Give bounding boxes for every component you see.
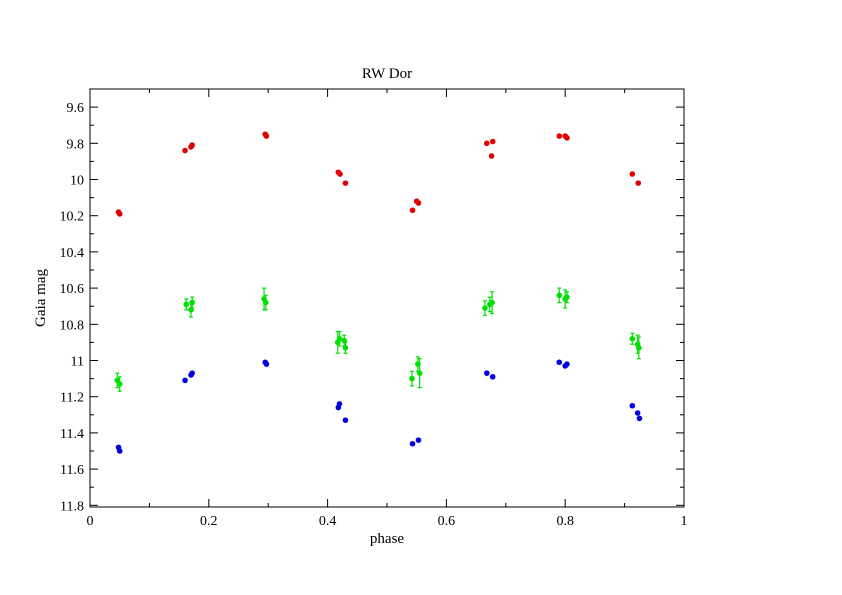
x-tick-label: 1 (681, 514, 688, 529)
x-tick-label: 0.6 (438, 514, 456, 529)
chart-title: RW Dor (362, 66, 412, 82)
data-point (483, 370, 490, 376)
y-tick-label: 11 (71, 355, 84, 370)
x-tick-label: 0.4 (319, 514, 337, 529)
data-point (182, 147, 188, 154)
data-point (636, 345, 642, 351)
data-point (629, 171, 636, 177)
data-point (342, 180, 349, 186)
data-point (416, 370, 423, 376)
data-point (183, 301, 190, 308)
data-point (263, 361, 270, 367)
data-point (488, 153, 495, 159)
data-point (337, 171, 343, 177)
axis-tick-labels: 0 0.2 0.4 0.6 0.8 1 9.6 9.8 10 10.2 10.4 10.6 10.8 11… (60, 101, 688, 529)
data-point (263, 133, 270, 139)
x-tick-label: 0.8 (556, 514, 574, 529)
data-point (636, 415, 643, 422)
y-tick-label: 10.8 (60, 318, 85, 333)
data-point (489, 373, 496, 380)
y-tick-label: 9.6 (67, 101, 85, 116)
data-point (564, 135, 570, 141)
data-point (556, 359, 563, 366)
data-point (116, 211, 123, 217)
data-point (342, 417, 349, 424)
y-tick-label: 11.2 (60, 391, 84, 406)
data-point (189, 299, 195, 306)
data-point (634, 410, 641, 416)
data-point (415, 200, 422, 206)
x-axis-label: phase (370, 531, 404, 547)
y-tick-label: 10 (70, 174, 84, 189)
data-point (629, 335, 636, 342)
axis-ticks (89, 89, 685, 507)
data-point (483, 140, 490, 147)
data-point (415, 437, 422, 443)
data-point (409, 207, 416, 214)
y-tick-label: 11.8 (60, 499, 84, 514)
y-tick-label: 11.4 (60, 427, 84, 442)
y-tick-label: 9.8 (67, 137, 85, 152)
y-tick-label: 10.2 (60, 210, 85, 225)
x-tick-label: 0 (87, 514, 94, 529)
data-point (189, 142, 195, 148)
y-tick-label: 11.6 (60, 463, 84, 478)
data-point (564, 361, 570, 367)
data-points (114, 131, 643, 454)
data-point (556, 133, 563, 139)
data-point (409, 440, 416, 447)
data-point (629, 402, 636, 409)
data-point (482, 305, 488, 311)
y-axis-label: Gaia mag (33, 269, 49, 327)
series-1 (114, 287, 642, 392)
data-point (116, 448, 123, 454)
data-point (635, 180, 642, 186)
data-point (409, 375, 415, 382)
y-tick-label: 10.6 (60, 282, 85, 297)
data-point (564, 294, 570, 300)
data-point (336, 401, 343, 407)
x-tick-label: 0.2 (200, 514, 218, 529)
data-point (556, 292, 563, 299)
plot-frame (89, 88, 685, 508)
data-point (489, 138, 496, 145)
y-tick-label: 10.4 (60, 246, 85, 261)
data-point (489, 299, 495, 306)
series-0 (115, 131, 642, 217)
data-point (263, 299, 269, 306)
data-point (342, 345, 349, 351)
data-point (182, 377, 188, 384)
series-2 (115, 359, 643, 454)
data-point (116, 381, 123, 387)
data-point (336, 335, 343, 342)
data-point (189, 370, 195, 376)
